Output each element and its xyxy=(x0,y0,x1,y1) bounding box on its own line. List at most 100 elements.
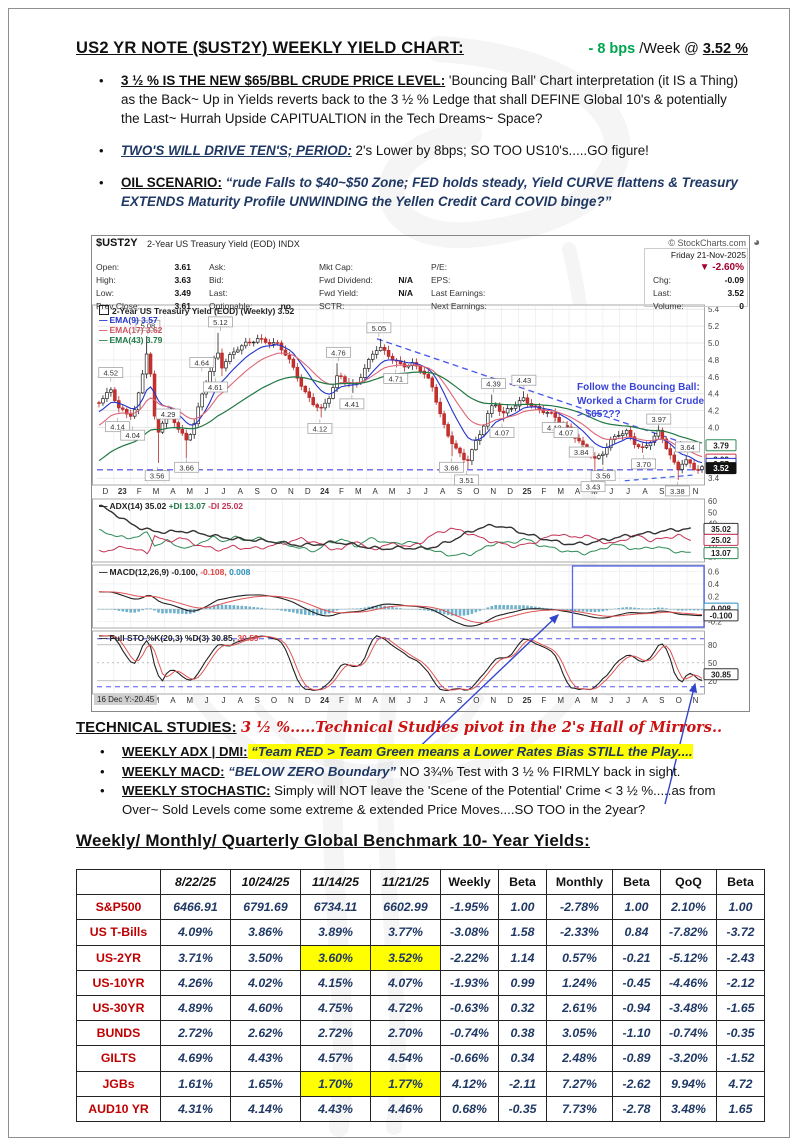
svg-text:0.2: 0.2 xyxy=(708,593,720,602)
legend-ema17: EMA(17) 3.62 xyxy=(99,325,162,335)
legend-ema9-label: EMA(9) 3.57 xyxy=(99,315,158,325)
row-label: S&P500 xyxy=(76,894,161,921)
svg-text:5.05: 5.05 xyxy=(372,324,387,333)
table-cell: -2.43 xyxy=(716,944,765,971)
table-cell: 4.12% xyxy=(440,1070,499,1097)
table-cell: 2.70% xyxy=(370,1020,441,1047)
svg-text:3.43: 3.43 xyxy=(586,483,601,492)
table-row: US-10YR 4.26% 4.02% 4.15% 4.07% -1.93% 0.99 1.2… xyxy=(76,969,765,996)
svg-text:A: A xyxy=(170,696,176,705)
svg-text:5.08: 5.08 xyxy=(141,321,156,330)
svg-text:20: 20 xyxy=(708,677,717,686)
svg-text:A: A xyxy=(575,487,581,496)
quote-label: Volume: xyxy=(653,301,684,311)
svg-text:3.56: 3.56 xyxy=(596,472,611,481)
svg-text:3.52: 3.52 xyxy=(713,464,729,473)
svg-text:4.71: 4.71 xyxy=(388,375,403,384)
svg-text:O: O xyxy=(271,487,277,496)
svg-text:J: J xyxy=(205,696,209,705)
svg-text:3.64: 3.64 xyxy=(680,443,695,452)
svg-text:M: M xyxy=(557,696,564,705)
chart-date: Friday 21-Nov-2025 xyxy=(670,250,746,260)
svg-text:D: D xyxy=(103,487,109,496)
row-label: US T-Bills xyxy=(76,919,161,946)
table-cell: 7.27% xyxy=(546,1070,613,1097)
table-cell: 1.00 xyxy=(716,894,765,921)
bullet-crude-head: 3 ½ % IS THE NEW $65/BBL CRUDE PRICE LEV… xyxy=(121,73,446,88)
svg-text:S: S xyxy=(255,696,260,705)
table-cell: 4.72% xyxy=(370,994,441,1022)
table-cell: 3.86% xyxy=(230,919,301,946)
column-header: Beta xyxy=(498,868,547,896)
table-cell: 3.77% xyxy=(370,919,441,946)
svg-text:4.07: 4.07 xyxy=(559,429,574,438)
table-cell: 1.00 xyxy=(612,894,661,921)
table-cell: -2.22% xyxy=(440,944,499,971)
svg-text:4.29: 4.29 xyxy=(161,410,176,419)
legend-macd-label: MACD(12,26,9) -0.100, xyxy=(99,567,198,577)
svg-text:F: F xyxy=(137,487,142,496)
svg-text:J: J xyxy=(626,696,630,705)
svg-text:M: M xyxy=(591,696,598,705)
adx-dmi-head: WEEKLY ADX | DMI: xyxy=(122,744,248,759)
row-label: US-2YR xyxy=(76,944,161,971)
table-cell: -0.35 xyxy=(716,1020,765,1047)
table-cell: 1.65 xyxy=(716,1095,765,1122)
svg-text:N: N xyxy=(693,487,699,496)
svg-text:3.66: 3.66 xyxy=(444,463,459,472)
svg-text:25: 25 xyxy=(523,487,532,496)
table-cell: -0.63% xyxy=(440,994,499,1022)
table-cell: 0.99 xyxy=(498,969,547,996)
bullet-oil-head: OIL SCENARIO: xyxy=(121,175,222,190)
table-cell: 4.07% xyxy=(370,969,441,996)
table-cell: 1.70% xyxy=(300,1070,371,1097)
svg-text:A: A xyxy=(642,487,648,496)
quote-label: Low: xyxy=(96,288,114,298)
table-cell: 4.14% xyxy=(230,1095,301,1122)
legend-adx-label: ADX(14) 35.02 xyxy=(99,501,166,511)
quote-label: Bid: xyxy=(209,275,224,285)
bullet-crude-body: 'Bouncing Ball' Chart interpretation (it… xyxy=(121,73,739,126)
svg-text:M: M xyxy=(389,487,396,496)
svg-text:50: 50 xyxy=(708,508,717,517)
annotation-line1: Follow the Bouncing Ball: xyxy=(577,382,700,393)
bullet-adx-dmi: WEEKLY ADX | DMI: “Team RED > Team Green… xyxy=(76,743,748,762)
summary-bullets: 3 ½ % IS THE NEW $65/BBL CRUDE PRICE LEV… xyxy=(89,71,739,224)
stockcharts-logo-icon: ◕ xyxy=(753,235,761,249)
table-cell: -2.33% xyxy=(546,919,613,946)
svg-text:J: J xyxy=(221,696,225,705)
table-cell: 1.61% xyxy=(160,1070,231,1097)
uist2y-weekly-chart: 5.45.25.04.84.64.44.24.03.4DD2323FFMMAAM… xyxy=(91,235,750,805)
annotation-line3: > $65??? xyxy=(577,409,621,420)
table-cell: -2.78 xyxy=(612,1095,661,1122)
table-cell: 4.43% xyxy=(300,1095,371,1122)
svg-text:4.2: 4.2 xyxy=(708,407,720,416)
technical-studies-head: TECHNICAL STUDIES: xyxy=(76,719,237,736)
quote-label: P/E: xyxy=(431,262,448,272)
table-cell: -2.62 xyxy=(612,1070,661,1097)
legend-plus-di: +DI 13.07 xyxy=(168,501,206,511)
quote-value: -0.09 xyxy=(724,275,744,285)
svg-text:F: F xyxy=(339,487,344,496)
table-cell: 0.38 xyxy=(498,1020,547,1047)
table-cell: 2.72% xyxy=(160,1020,231,1047)
quote-label: Chg: xyxy=(653,275,671,285)
legend-macd: MACD(12,26,9) -0.100, -0.108, 0.008 xyxy=(99,567,250,577)
row-label: JGBs xyxy=(76,1070,161,1097)
svg-text:D: D xyxy=(507,487,513,496)
quote-label: Fwd Yield: xyxy=(319,288,359,298)
svg-text:5.12: 5.12 xyxy=(213,318,228,327)
table-cell: 2.62% xyxy=(230,1020,301,1047)
table-cell: -3.08% xyxy=(440,919,499,946)
table-cell: -1.52 xyxy=(716,1045,765,1072)
chart-symbol-desc: 2-Year US Treasury Yield (EOD) INDX xyxy=(147,239,300,249)
svg-text:4.61: 4.61 xyxy=(208,383,223,392)
table-row: BUNDS 2.72% 2.62% 2.72% 2.70% -0.74% 0.38 3.05%… xyxy=(76,1020,765,1047)
svg-text:3.66: 3.66 xyxy=(179,463,194,472)
row-label: AUD10 YR xyxy=(76,1095,161,1122)
table-cell: 1.24% xyxy=(546,969,613,996)
table-cell: -0.21 xyxy=(612,944,661,971)
svg-text:23: 23 xyxy=(118,487,127,496)
svg-text:O: O xyxy=(473,487,479,496)
svg-text:35.02: 35.02 xyxy=(711,525,732,534)
